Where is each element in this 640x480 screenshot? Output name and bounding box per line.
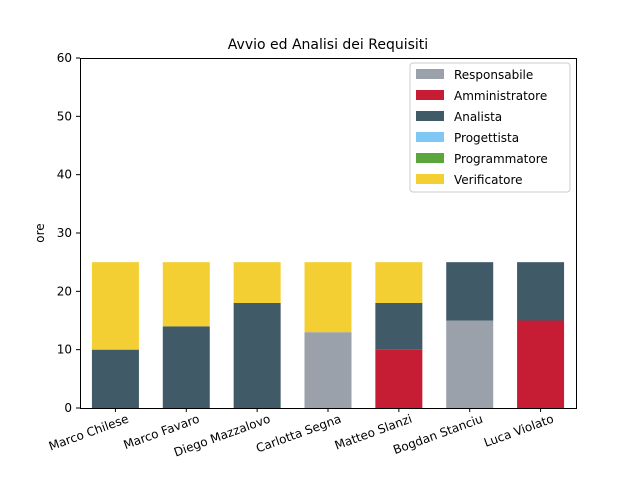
- bar-amministratore-5: [375, 349, 423, 408]
- bar-analista-6: [446, 262, 494, 321]
- bar-verificatore-5: [375, 262, 423, 303]
- bar-analista-7: [517, 262, 565, 321]
- legend-swatch-analista: [416, 111, 444, 121]
- legend-label-responsabile: Responsabile: [454, 68, 533, 82]
- chart-title: Avvio ed Analisi dei Requisiti: [228, 37, 428, 53]
- bar-verificatore-4: [304, 262, 352, 333]
- bar-verificatore-2: [162, 262, 210, 327]
- bar-analista-3: [233, 303, 281, 408]
- legend-swatch-amministratore: [416, 90, 444, 100]
- legend-label-programmatore: Programmatore: [454, 152, 548, 166]
- bar-amministratore-7: [517, 320, 565, 408]
- bar-responsabile-4: [304, 332, 352, 408]
- bar-analista-1: [91, 349, 139, 408]
- legend-swatch-progettista: [416, 132, 444, 142]
- y-tick-label: 0: [64, 401, 72, 415]
- bar-responsabile-6: [446, 320, 494, 408]
- plot-frame: [80, 58, 577, 409]
- legend-swatch-responsabile: [416, 69, 444, 79]
- legend-label-analista: Analista: [454, 110, 502, 124]
- y-tick-label: 60: [57, 51, 72, 65]
- x-tick-label: Luca Violato: [482, 412, 556, 450]
- x-tick-label: Marco Chilese: [47, 412, 131, 454]
- legend-swatch-verificatore: [416, 174, 444, 184]
- legend-label-progettista: Progettista: [454, 131, 519, 145]
- legend-swatch-programmatore: [416, 153, 444, 163]
- y-tick-label: 20: [57, 284, 72, 298]
- y-tick-label: 30: [57, 226, 72, 240]
- bar-analista-5: [375, 303, 423, 350]
- legend: Responsabile Amministratore Analista Proget…: [409, 62, 571, 193]
- legend-label-verificatore: Verificatore: [454, 173, 523, 187]
- legend-label-amministratore: Amministratore: [454, 89, 547, 103]
- bars: [91, 262, 565, 408]
- bar-analista-2: [162, 326, 210, 408]
- legend-box: [409, 62, 571, 193]
- bar-verificatore-1: [91, 262, 139, 350]
- bar-verificatore-3: [233, 262, 281, 303]
- y-axis-label: ore: [33, 223, 47, 242]
- y-tick-label: 10: [57, 343, 72, 357]
- y-axis: 0 10 20 30 40 50 60: [57, 51, 80, 415]
- y-tick-label: 50: [57, 109, 72, 123]
- y-tick-label: 40: [57, 168, 72, 182]
